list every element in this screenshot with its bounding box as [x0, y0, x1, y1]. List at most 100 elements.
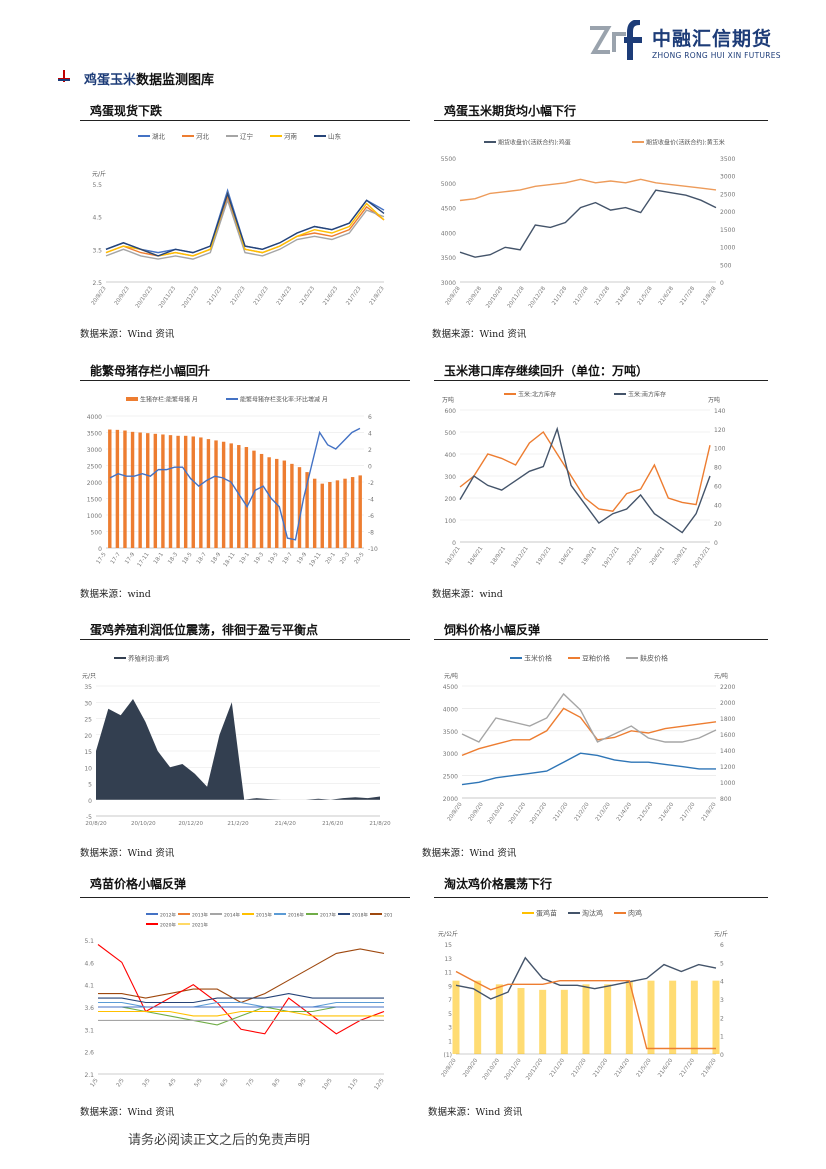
bar [130, 431, 135, 548]
x-tick-label: 18-1 [153, 552, 165, 566]
bar [214, 440, 218, 548]
series-line [461, 752, 716, 786]
y-tick-label: 2500 [443, 774, 458, 781]
y-right-tick-label: 2200 [720, 684, 735, 691]
x-tick-label: 21/7/20 [679, 801, 696, 822]
bar [582, 984, 590, 1054]
y-tick-label: 600 [445, 408, 457, 415]
bar [625, 980, 633, 1054]
y-tick-label: 5.1 [84, 938, 94, 945]
x-tick-label: 8/5 [272, 1077, 282, 1088]
x-tick-label: 20/12/23 [181, 285, 200, 309]
y-left-axis-unit: 元/吨 [444, 672, 458, 680]
bar [517, 988, 525, 1054]
y-tick-label: 4.1 [84, 983, 94, 990]
y-right-tick-label: 2 [368, 447, 372, 454]
x-tick-label: 21/1/20 [549, 1057, 566, 1078]
y-tick-label: 3.6 [84, 1005, 94, 1012]
x-tick-label: 20/8/20 [447, 801, 464, 822]
x-tick-label: 20/3/21 [626, 546, 643, 567]
bar [221, 441, 226, 548]
bar [252, 450, 256, 548]
x-tick-label: 20/8/20 [441, 1057, 458, 1078]
bar [343, 478, 347, 548]
y-tick-label: 0 [452, 540, 456, 547]
x-tick-label: 20/10/28 [485, 285, 504, 309]
title-rule [434, 639, 768, 640]
chart-title: 鸡蛋现货下跌 [90, 104, 163, 118]
x-tick-label: 1/5 [90, 1077, 100, 1088]
chart-source: 数据来源：Wind 资讯 [80, 329, 175, 340]
y-tick-label: 1 [448, 1038, 452, 1045]
y-tick-label: 30 [84, 700, 92, 707]
y-tick-label: 35 [84, 684, 92, 691]
x-tick-label: 21/8/28 [701, 285, 718, 306]
y-tick-label: 5 [88, 782, 92, 789]
x-tick-label: 19-5 [268, 551, 280, 565]
series-line [455, 970, 716, 1050]
title-rule [434, 897, 768, 898]
bar [358, 475, 362, 548]
bar [191, 436, 195, 548]
legend-label: 肉鸡 [628, 909, 642, 918]
x-tick-label: 19-9 [296, 551, 308, 565]
x-tick-label: 20-1 [325, 552, 337, 566]
y-tick-label: 400 [445, 452, 457, 459]
series-line [459, 189, 717, 258]
y-tick-label: 3000 [87, 447, 102, 454]
y-tick-label: 2000 [443, 796, 458, 803]
legend-label: 生猪存栏:能繁母猪 月 [140, 396, 198, 404]
series-line [459, 178, 717, 202]
x-tick-label: 20/8/20 [85, 821, 107, 826]
bar [539, 989, 547, 1054]
chick-price-chart: 2.1 2.6 3.1 3.6 4.1 4.6 5.1 1/5 2/5 3/5 4/5 5/5 6/5 7… [84, 912, 392, 1091]
y-right-tick-label: -8 [368, 530, 374, 537]
y-right-tick-label: 6 [720, 942, 724, 949]
x-tick-label: 21/3/28 [594, 285, 611, 306]
y-right-axis-unit: 元/斤 [714, 930, 728, 938]
y-right-tick-label: 20 [714, 521, 722, 528]
bar [138, 432, 142, 548]
x-tick-label: 19/6/21 [558, 546, 575, 567]
y-right-tick-label: 120 [714, 427, 726, 434]
legend-label: 玉米:南方库存 [628, 391, 666, 399]
bar [335, 480, 340, 548]
y-tick-label: 9 [448, 983, 452, 990]
series-line [105, 191, 385, 257]
x-tick-label: 19-1 [239, 552, 251, 566]
y-tick-label: 2.1 [84, 1072, 94, 1079]
x-tick-label: 20/9/23 [114, 285, 131, 306]
y-tick-label: 11 [444, 970, 452, 977]
series-line [455, 956, 717, 1000]
x-tick-label: 21/3/20 [595, 801, 612, 822]
x-tick-label: 20/12/28 [528, 285, 547, 309]
y-tick-label: 300 [445, 474, 457, 481]
series-line [98, 993, 384, 1004]
x-tick-label: 20/11/20 [508, 801, 527, 825]
legend-label: 2020年 [160, 922, 176, 929]
bar [297, 467, 302, 548]
y-tick-label: 3000 [441, 280, 456, 287]
x-tick-label: 21/4/28 [615, 285, 632, 306]
x-tick-label: 21/6/28 [658, 285, 675, 306]
x-tick-label: 21/8/20 [701, 801, 718, 822]
x-tick-label: 18/6/21 [467, 546, 484, 567]
bar [115, 429, 120, 548]
y-right-tick-label: 4 [720, 979, 724, 986]
y-right-tick-label: 3000 [720, 174, 735, 181]
bar [153, 433, 158, 548]
y-right-axis-unit: 万吨 [708, 396, 720, 404]
y-tick-label: 2000 [87, 480, 102, 487]
x-tick-label: 20/12/20 [525, 1057, 544, 1081]
series-line [105, 198, 385, 260]
x-tick-label: 21/6/23 [322, 285, 339, 306]
x-tick-label: 21/4/20 [616, 801, 633, 822]
legend-label: 河北 [196, 133, 210, 141]
x-tick-label: 20/11/20 [504, 1057, 523, 1081]
y-tick-label: 5.5 [92, 182, 102, 189]
y-right-tick-label: 500 [720, 262, 732, 269]
x-tick-label: 20/10/20 [487, 801, 506, 825]
y-right-tick-label: 140 [714, 408, 726, 415]
x-tick-label: 20-5 [354, 551, 366, 565]
y-right-tick-label: 0 [720, 280, 724, 287]
